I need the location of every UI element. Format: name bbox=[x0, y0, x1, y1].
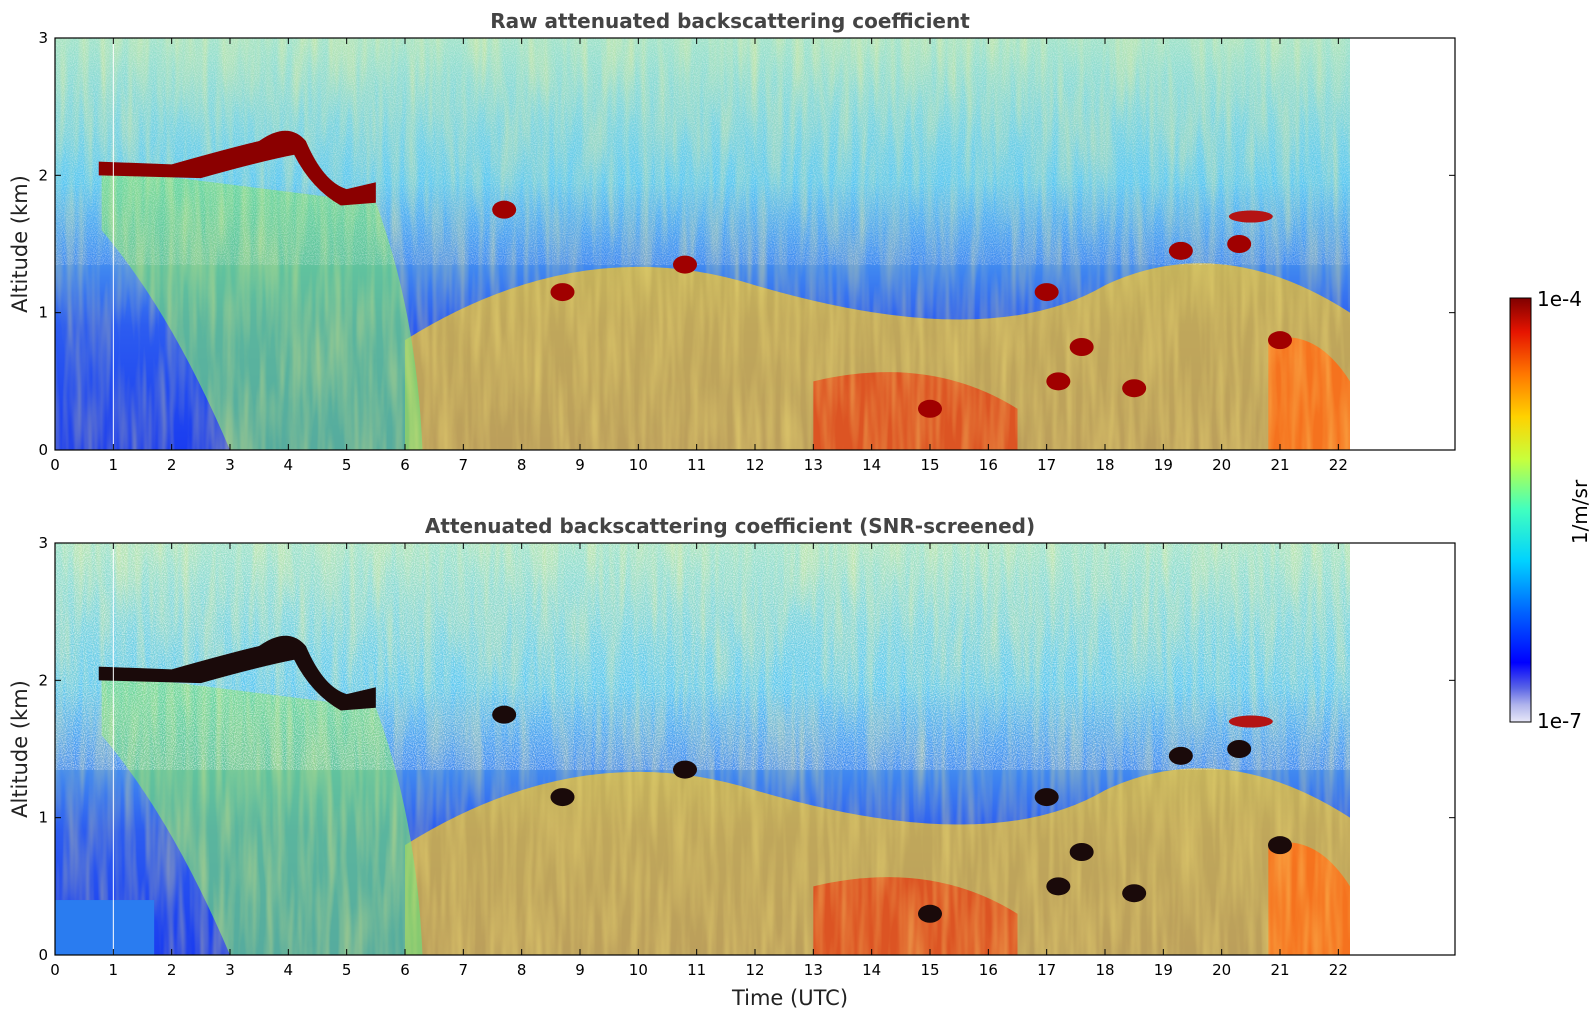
cloud-patch bbox=[550, 283, 575, 302]
cloud-patch bbox=[1268, 836, 1292, 855]
cloud-patch bbox=[1227, 740, 1252, 758]
x-tick-label: 19 bbox=[1154, 456, 1173, 474]
x-tick-label: 0 bbox=[50, 961, 60, 979]
y-tick-label: 2 bbox=[38, 671, 48, 689]
x-tick-label: 16 bbox=[979, 961, 998, 979]
colorbar: 1e-4 1e-7 1/m/sr bbox=[1509, 287, 1592, 733]
screened-block bbox=[55, 900, 155, 955]
y-tick-label: 3 bbox=[38, 534, 48, 552]
cloud-patch bbox=[1034, 788, 1059, 807]
x-tick-label: 3 bbox=[225, 456, 235, 474]
cloud-patch bbox=[1069, 338, 1094, 356]
panel-2: Attenuated backscattering coefficient (S… bbox=[8, 514, 1456, 1010]
x-tick-label: 0 bbox=[50, 456, 60, 474]
cloud-patch bbox=[1122, 884, 1147, 903]
x-tick-label: 2 bbox=[167, 961, 177, 979]
cloud-patch bbox=[550, 788, 575, 807]
cloud-patch bbox=[1228, 715, 1273, 728]
x-tick-label: 14 bbox=[862, 961, 881, 979]
x-tick-label: 12 bbox=[745, 961, 764, 979]
cloud-patch bbox=[673, 760, 697, 779]
x-tick-label: 5 bbox=[342, 456, 352, 474]
y-axis-label: Altitude (km) bbox=[8, 175, 32, 313]
cloud-patch bbox=[1228, 210, 1273, 223]
y-tick-label: 0 bbox=[38, 441, 48, 459]
cloud-layer bbox=[98, 130, 376, 206]
cloud-patch bbox=[1122, 379, 1147, 398]
x-tick-label: 4 bbox=[284, 456, 294, 474]
x-tick-label: 21 bbox=[1270, 456, 1289, 474]
cloud-patch bbox=[1034, 283, 1059, 302]
x-tick-label: 12 bbox=[745, 456, 764, 474]
x-tick-label: 18 bbox=[1095, 456, 1114, 474]
y-tick-label: 0 bbox=[38, 946, 48, 964]
x-tick-label: 14 bbox=[862, 456, 881, 474]
cloud-layer bbox=[98, 635, 376, 711]
y-tick-label: 2 bbox=[38, 166, 48, 184]
colorbar-bar bbox=[1509, 297, 1532, 723]
x-tick-label: 8 bbox=[517, 456, 527, 474]
x-tick-label: 6 bbox=[400, 456, 410, 474]
x-tick-label: 4 bbox=[284, 961, 294, 979]
x-tick-label: 7 bbox=[459, 961, 469, 979]
x-tick-label: 22 bbox=[1329, 456, 1348, 474]
x-tick-label: 9 bbox=[575, 456, 585, 474]
cloud-patch bbox=[1227, 235, 1252, 253]
x-tick-label: 10 bbox=[629, 456, 648, 474]
x-tick-label: 1 bbox=[109, 456, 119, 474]
x-tick-label: 15 bbox=[920, 961, 939, 979]
x-tick-label: 11 bbox=[687, 961, 706, 979]
x-tick-label: 3 bbox=[225, 961, 235, 979]
y-axis-label: Altitude (km) bbox=[8, 680, 32, 818]
cloud-patch bbox=[1046, 877, 1071, 896]
chart-title: Attenuated backscattering coefficient (S… bbox=[425, 514, 1035, 538]
heatmap bbox=[55, 38, 1350, 450]
x-tick-label: 16 bbox=[979, 456, 998, 474]
cloud-patch bbox=[918, 399, 942, 418]
colorbar-max-label: 1e-4 bbox=[1537, 287, 1582, 311]
y-tick-label: 1 bbox=[38, 304, 48, 322]
heatmap bbox=[55, 543, 1350, 955]
panel-1: Raw attenuated backscattering coefficien… bbox=[8, 9, 1456, 474]
cloud-patch bbox=[1268, 331, 1292, 350]
cloud-patch bbox=[1069, 843, 1094, 861]
x-tick-label: 20 bbox=[1212, 961, 1231, 979]
x-tick-label: 11 bbox=[687, 456, 706, 474]
x-tick-label: 1 bbox=[109, 961, 119, 979]
x-tick-label: 17 bbox=[1037, 961, 1056, 979]
x-tick-label: 8 bbox=[517, 961, 527, 979]
y-tick-label: 3 bbox=[38, 29, 48, 47]
x-tick-label: 22 bbox=[1329, 961, 1348, 979]
x-tick-label: 2 bbox=[167, 456, 177, 474]
cloud-patch bbox=[673, 255, 697, 274]
x-tick-label: 19 bbox=[1154, 961, 1173, 979]
cloud-patch bbox=[492, 200, 517, 219]
x-tick-label: 6 bbox=[400, 961, 410, 979]
cloud-patch bbox=[492, 705, 517, 724]
x-tick-label: 13 bbox=[804, 456, 823, 474]
colorbar-unit-label: 1/m/sr bbox=[1568, 479, 1592, 544]
x-tick-label: 9 bbox=[575, 961, 585, 979]
x-tick-label: 5 bbox=[342, 961, 352, 979]
cloud-patch bbox=[1168, 746, 1193, 765]
x-axis-label: Time (UTC) bbox=[731, 986, 848, 1010]
colorbar-min-label: 1e-7 bbox=[1537, 709, 1582, 733]
chart-title: Raw attenuated backscattering coefficien… bbox=[490, 9, 970, 33]
x-tick-label: 15 bbox=[920, 456, 939, 474]
cloud-patch bbox=[1168, 241, 1193, 260]
x-tick-label: 7 bbox=[459, 456, 469, 474]
x-tick-label: 21 bbox=[1270, 961, 1289, 979]
cloud-patch bbox=[918, 904, 942, 923]
x-tick-label: 18 bbox=[1095, 961, 1114, 979]
x-tick-label: 17 bbox=[1037, 456, 1056, 474]
x-tick-label: 10 bbox=[629, 961, 648, 979]
y-tick-label: 1 bbox=[38, 809, 48, 827]
cloud-patch bbox=[1046, 372, 1071, 391]
x-tick-label: 20 bbox=[1212, 456, 1231, 474]
x-tick-label: 13 bbox=[804, 961, 823, 979]
